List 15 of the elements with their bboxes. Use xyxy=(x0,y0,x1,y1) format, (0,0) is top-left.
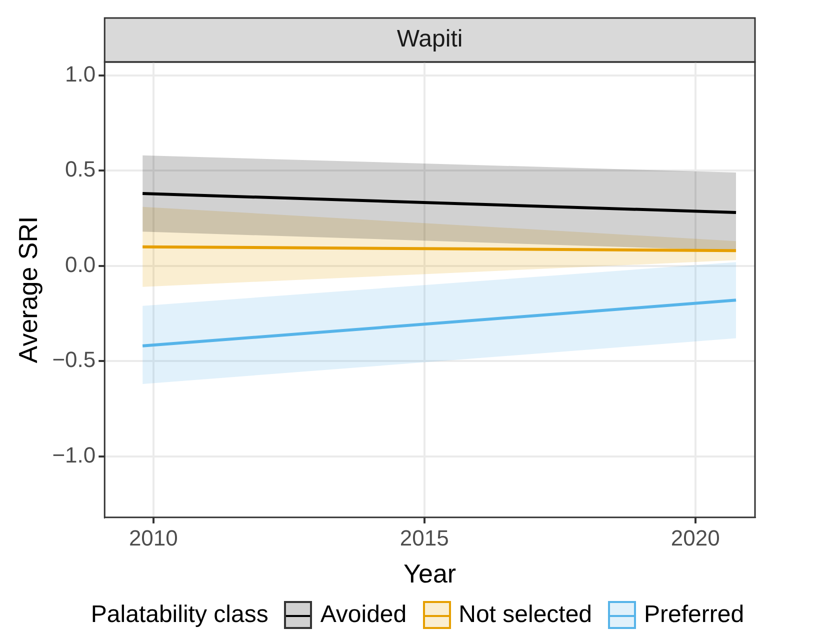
x-tick-label: 2010 xyxy=(128,526,178,551)
y-tick-label: −0.5 xyxy=(52,347,96,372)
y-tick-label: −1.0 xyxy=(52,442,96,468)
x-axis-title: Year xyxy=(404,558,456,589)
y-tick-label: 0.0 xyxy=(65,252,96,277)
y-axis-title: Average SRI xyxy=(12,216,43,364)
x-tick-label: 2020 xyxy=(670,526,720,551)
legend-title: Palatability class xyxy=(90,601,268,629)
chart-title: Wapiti xyxy=(396,26,463,53)
legend-label: Preferred xyxy=(644,601,744,629)
legend-label: Not selected xyxy=(458,601,592,629)
y-tick-label: 1.0 xyxy=(65,61,96,86)
x-tick-label: 2015 xyxy=(400,526,449,551)
y-tick-label: 0.5 xyxy=(65,156,96,182)
legend-label: Avoided xyxy=(320,601,407,629)
